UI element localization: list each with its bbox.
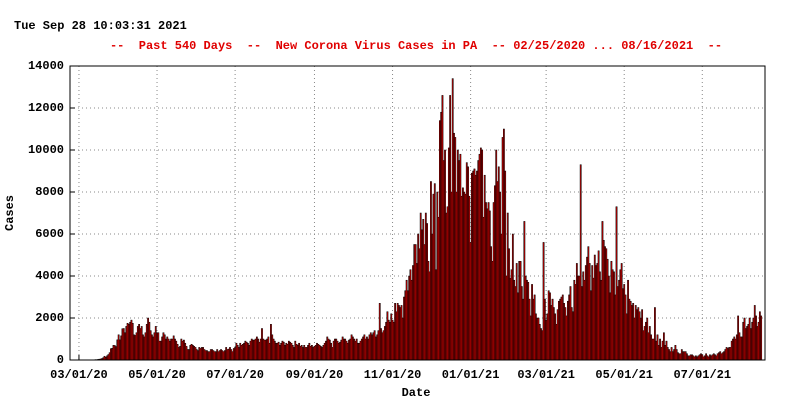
x-axis-label: Date [402,386,431,400]
timestamp: Tue Sep 28 10:03:31 2021 [14,19,187,33]
x-tick-label: 01/01/21 [442,368,500,382]
x-tick-label: 03/01/21 [517,368,575,382]
y-tick-label: 12000 [28,101,64,115]
chart-title: -- Past 540 Days -- New Corona Virus Cas… [110,39,722,53]
x-tick-label: 07/01/20 [206,368,264,382]
y-tick-label: 0 [57,353,64,367]
y-tick-label: 4000 [35,269,64,283]
x-tick-label: 05/01/21 [595,368,653,382]
x-tick-label: 07/01/21 [673,368,731,382]
x-tick-label: 03/01/20 [50,368,108,382]
y-tick-label: 10000 [28,143,64,157]
y-tick-label: 14000 [28,59,64,73]
x-tick-label: 11/01/20 [364,368,422,382]
y-tick-label: 8000 [35,185,64,199]
y-axis-label: Cases [3,195,17,231]
plot-frame [69,65,766,361]
x-tick-label: 05/01/20 [128,368,186,382]
y-tick-label: 2000 [35,311,64,325]
bar [760,315,763,361]
y-tick-label: 6000 [35,227,64,241]
x-tick-label: 09/01/20 [286,368,344,382]
